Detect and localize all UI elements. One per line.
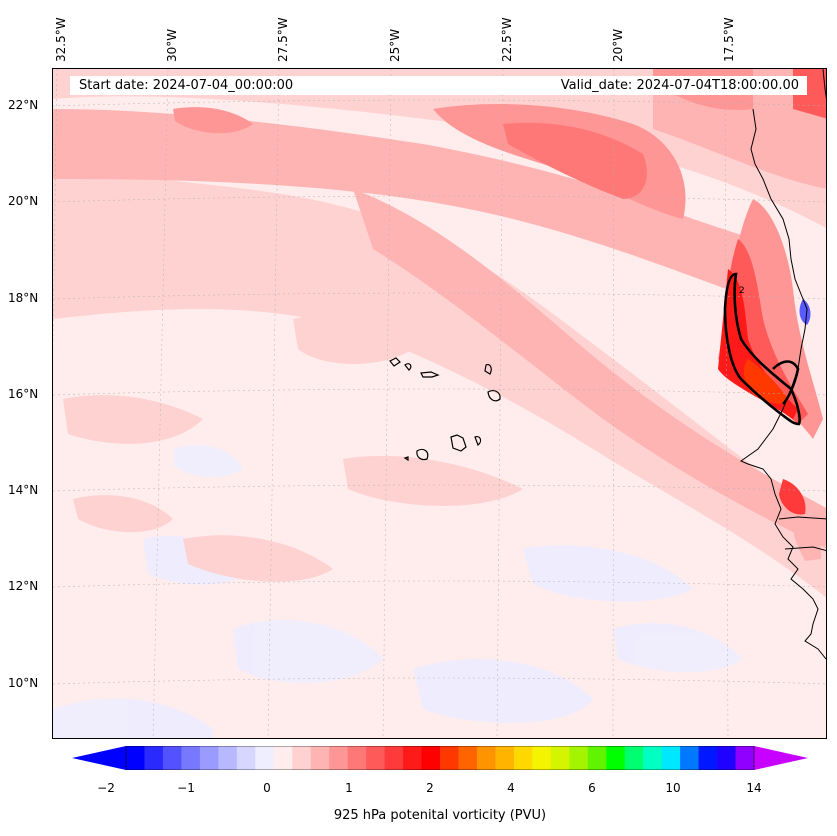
- lon-label-20w: 20°W: [611, 28, 625, 62]
- colorbar-cell: [384, 746, 404, 770]
- colorbar-cell: [569, 746, 589, 770]
- lat-label-14n: 14°N: [8, 483, 39, 497]
- colorbar-cell: [329, 746, 349, 770]
- colorbar-cell: [273, 746, 293, 770]
- lon-label-25w: 25°W: [388, 28, 402, 62]
- pv-2-contour: [723, 272, 801, 426]
- colorbar-cell: [236, 746, 256, 770]
- colorbar-cell: [162, 746, 182, 770]
- colorbar-cell: [717, 746, 737, 770]
- colorbar-cell: [366, 746, 386, 770]
- low-pv-field: [53, 69, 826, 598]
- colorbar-cell: [680, 746, 700, 770]
- african-coastline: [739, 69, 826, 660]
- colorbar-tick-label: 1: [345, 781, 353, 795]
- graticule: [53, 69, 826, 738]
- colorbar-title: 925 hPa potenital vorticity (PVU): [333, 808, 547, 823]
- colorbar-tick-label: 6: [588, 781, 596, 795]
- colorbar-cell: [532, 746, 552, 770]
- lat-label-20n: 20°N: [8, 194, 39, 208]
- colorbar-extend-max: [754, 746, 808, 770]
- colorbar: [72, 746, 808, 770]
- colorbar-cell: [458, 746, 478, 770]
- contour-label: 2: [739, 286, 745, 296]
- lat-label-18n: 18°N: [8, 291, 39, 305]
- colorbar-cell: [587, 746, 607, 770]
- lon-label-32-5w: 32.5°W: [54, 17, 68, 62]
- date-info-box: Start date: 2024-07-04_00:00:00 Valid_da…: [70, 76, 807, 95]
- colorbar-cell: [218, 746, 238, 770]
- lat-label-22n: 22°N: [8, 98, 39, 112]
- colorbar-cell: [550, 746, 570, 770]
- lat-label-16n: 16°N: [8, 387, 39, 401]
- colorbar-extend-min: [72, 746, 126, 770]
- colorbar-cell: [624, 746, 644, 770]
- lon-label-22-5w: 22.5°W: [500, 17, 514, 62]
- pv-map-canvas: 2: [53, 69, 826, 738]
- colorbar-tick-label: 14: [746, 781, 762, 795]
- colorbar-cell: [292, 746, 312, 770]
- colorbar-tick-label: 0: [263, 781, 271, 795]
- colorbar-cell: [495, 746, 515, 770]
- colorbar-cell: [126, 746, 145, 770]
- map-panel[interactable]: 2 Start date: 2024-07-04_00:00:00 Valid_…: [52, 68, 827, 739]
- cape-verde-islands: [389, 357, 501, 462]
- lat-label-10n: 10°N: [8, 676, 39, 690]
- colorbar-tick-label: 4: [507, 781, 515, 795]
- colorbar-cell: [144, 746, 164, 770]
- colorbar-cell: [643, 746, 663, 770]
- colorbar-cell: [199, 746, 219, 770]
- colorbar-cell: [661, 746, 681, 770]
- colorbar-cell: [476, 746, 496, 770]
- lon-label-30w: 30°W: [165, 28, 179, 62]
- colorbar-cell: [403, 746, 423, 770]
- lon-label-17-5w: 17.5°W: [722, 17, 736, 62]
- colorbar-cell: [421, 746, 441, 770]
- colorbar-cell: [513, 746, 533, 770]
- colorbar-cell: [255, 746, 275, 770]
- lon-label-27-5w: 27.5°W: [276, 17, 290, 62]
- valid-date-label: Valid_date: 2024-07-04T18:00:00.00: [560, 78, 799, 93]
- start-date-label: Start date: 2024-07-04_00:00:00: [79, 78, 294, 93]
- colorbar-cell: [347, 746, 367, 770]
- colorbar-cell: [440, 746, 459, 770]
- colorbar-tick-label: −1: [177, 781, 195, 795]
- colorbar-cell: [310, 746, 330, 770]
- colorbar-cell: [606, 746, 626, 770]
- negative-pv-patches: [53, 445, 743, 738]
- colorbar-tick-label: −2: [97, 781, 115, 795]
- lat-label-12n: 12°N: [8, 579, 39, 593]
- colorbar-tick-label: 2: [426, 781, 434, 795]
- colorbar-cell: [698, 746, 718, 770]
- colorbar-cell: [181, 746, 201, 770]
- colorbar-cell: [735, 746, 755, 770]
- colorbar-tick-label: 10: [665, 781, 681, 795]
